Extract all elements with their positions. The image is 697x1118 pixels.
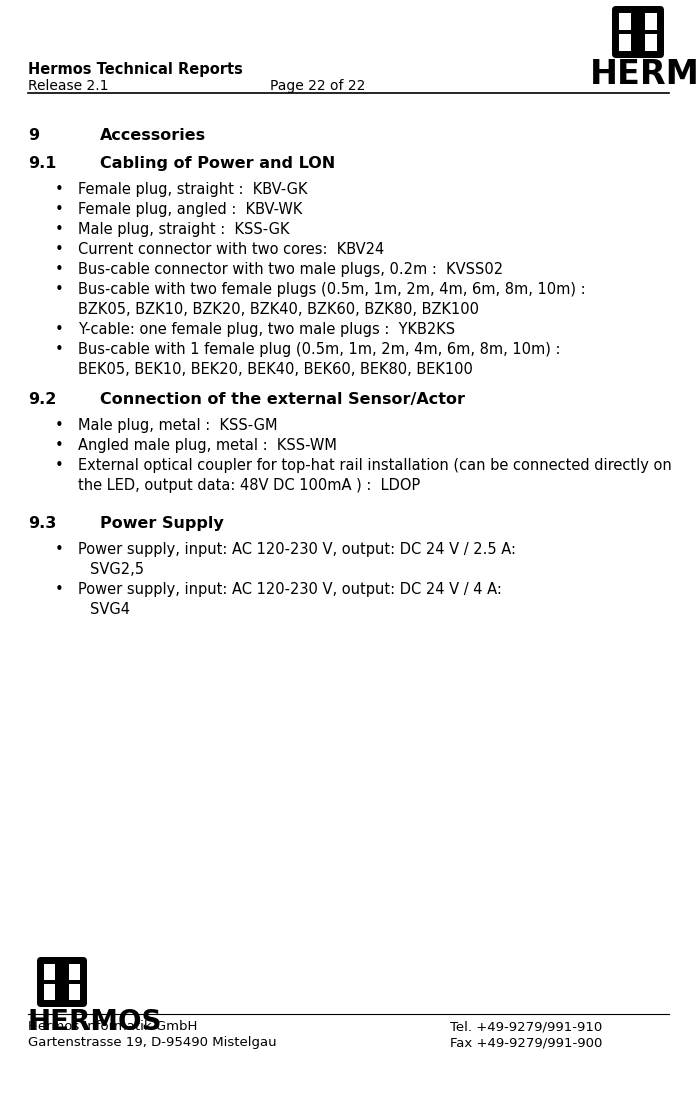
Text: •: • xyxy=(55,322,63,337)
Text: •: • xyxy=(55,438,63,453)
FancyBboxPatch shape xyxy=(612,6,664,58)
Bar xyxy=(44,964,55,980)
Text: Hermos Technical Reports: Hermos Technical Reports xyxy=(28,61,243,77)
Text: Angled male plug, metal :  KSS-WM: Angled male plug, metal : KSS-WM xyxy=(78,438,337,453)
Text: •: • xyxy=(55,458,63,473)
Text: Bus-cable with 1 female plug (0.5m, 1m, 2m, 4m, 6m, 8m, 10m) :: Bus-cable with 1 female plug (0.5m, 1m, … xyxy=(78,342,560,357)
Text: Tel. +49-9279/991-910: Tel. +49-9279/991-910 xyxy=(450,1020,602,1033)
Text: Gartenstrasse 19, D-95490 Mistelgau: Gartenstrasse 19, D-95490 Mistelgau xyxy=(28,1036,277,1049)
Text: Power supply, input: AC 120-230 V, output: DC 24 V / 4 A:: Power supply, input: AC 120-230 V, outpu… xyxy=(78,582,502,597)
Text: HERMOS: HERMOS xyxy=(590,58,697,91)
Text: 9: 9 xyxy=(28,127,39,143)
Text: Bus-cable connector with two male plugs, 0.2m :  KVSS02: Bus-cable connector with two male plugs,… xyxy=(78,262,503,277)
Text: Page 22 of 22: Page 22 of 22 xyxy=(270,79,365,93)
Text: •: • xyxy=(55,582,63,597)
Text: Accessories: Accessories xyxy=(100,127,206,143)
Text: the LED, output data: 48V DC 100mA ) :  LDOP: the LED, output data: 48V DC 100mA ) : L… xyxy=(78,479,420,493)
Text: BZK05, BZK10, BZK20, BZK40, BZK60, BZK80, BZK100: BZK05, BZK10, BZK20, BZK40, BZK60, BZK80… xyxy=(78,302,479,318)
Text: SVG2,5: SVG2,5 xyxy=(90,562,144,577)
Text: HERMOS: HERMOS xyxy=(28,1008,162,1036)
Text: Release 2.1: Release 2.1 xyxy=(28,79,109,93)
Text: Female plug, angled :  KBV-WK: Female plug, angled : KBV-WK xyxy=(78,202,302,217)
Text: SVG4: SVG4 xyxy=(90,601,130,617)
Text: Power supply, input: AC 120-230 V, output: DC 24 V / 2.5 A:: Power supply, input: AC 120-230 V, outpu… xyxy=(78,542,516,557)
Bar xyxy=(645,13,657,30)
Text: Power Supply: Power Supply xyxy=(100,517,224,531)
FancyBboxPatch shape xyxy=(37,957,87,1007)
Text: •: • xyxy=(55,418,63,433)
Text: •: • xyxy=(55,222,63,237)
Text: BEK05, BEK10, BEK20, BEK40, BEK60, BEK80, BEK100: BEK05, BEK10, BEK20, BEK40, BEK60, BEK80… xyxy=(78,362,473,377)
Bar xyxy=(645,34,657,51)
Text: Y-cable: one female plug, two male plugs :  YKB2KS: Y-cable: one female plug, two male plugs… xyxy=(78,322,455,337)
Bar xyxy=(44,984,55,1001)
Bar xyxy=(69,964,80,980)
Text: 9.2: 9.2 xyxy=(28,392,56,407)
Text: •: • xyxy=(55,342,63,357)
Text: Current connector with two cores:  KBV24: Current connector with two cores: KBV24 xyxy=(78,241,384,257)
Text: •: • xyxy=(55,282,63,297)
Text: Connection of the external Sensor/Actor: Connection of the external Sensor/Actor xyxy=(100,392,465,407)
Text: •: • xyxy=(55,182,63,197)
Text: Fax +49-9279/991-900: Fax +49-9279/991-900 xyxy=(450,1036,602,1049)
Text: External optical coupler for top-hat rail installation (can be connected directl: External optical coupler for top-hat rai… xyxy=(78,458,672,473)
Text: •: • xyxy=(55,262,63,277)
Text: 9.3: 9.3 xyxy=(28,517,56,531)
Text: •: • xyxy=(55,241,63,257)
Text: Female plug, straight :  KBV-GK: Female plug, straight : KBV-GK xyxy=(78,182,307,197)
Text: Cabling of Power and LON: Cabling of Power and LON xyxy=(100,157,335,171)
Text: 9.1: 9.1 xyxy=(28,157,56,171)
Bar xyxy=(619,34,631,51)
Text: Male plug, straight :  KSS-GK: Male plug, straight : KSS-GK xyxy=(78,222,289,237)
Text: Bus-cable with two female plugs (0.5m, 1m, 2m, 4m, 6m, 8m, 10m) :: Bus-cable with two female plugs (0.5m, 1… xyxy=(78,282,585,297)
Bar xyxy=(619,13,631,30)
Bar xyxy=(69,984,80,1001)
Text: •: • xyxy=(55,542,63,557)
Text: •: • xyxy=(55,202,63,217)
Text: Hermos Informatik GmbH: Hermos Informatik GmbH xyxy=(28,1020,197,1033)
Text: Male plug, metal :  KSS-GM: Male plug, metal : KSS-GM xyxy=(78,418,277,433)
